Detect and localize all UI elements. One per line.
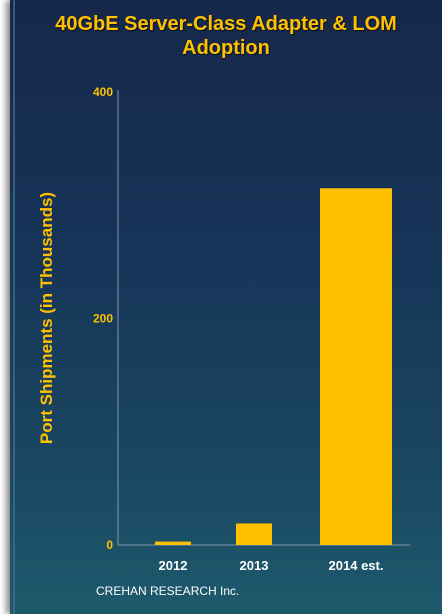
bar	[236, 523, 272, 545]
source-footer: CREHAN RESEARCH Inc.	[96, 584, 240, 598]
y-tick-label: 400	[93, 85, 113, 99]
bar	[155, 541, 191, 545]
category-label: 2014 est.	[329, 558, 384, 573]
y-tick-label: 200	[93, 312, 113, 326]
bar	[320, 188, 392, 545]
y-axis-label: Port Shipments (in Thousands)	[37, 192, 56, 444]
bar-chart: Port Shipments (in Thousands) 0 200 400 20…	[37, 85, 410, 573]
chart-slide: 40GbE Server-Class Adapter & LOM Adoptio…	[10, 0, 442, 614]
category-label: 2012	[159, 558, 188, 573]
category-label: 2013	[240, 558, 269, 573]
slide-edge-line	[13, 0, 15, 614]
y-tick-label: 0	[106, 538, 113, 552]
chart-title: 40GbE Server-Class Adapter & LOM Adoptio…	[55, 13, 397, 59]
